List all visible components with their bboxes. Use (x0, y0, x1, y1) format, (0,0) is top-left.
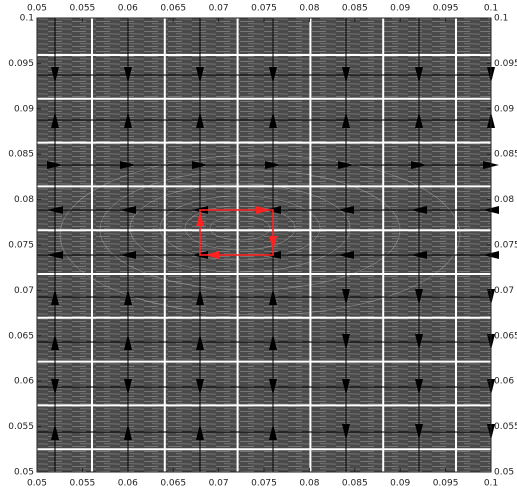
y-tick-label: 0.07 (494, 286, 514, 296)
x-tick-label: 0.055 (70, 479, 96, 489)
x-tick-label: 0.09 (390, 479, 410, 489)
y-tick-label: 0.075 (494, 241, 517, 251)
x-tick-label: 0.095 (433, 479, 459, 489)
y-tick-label: 0.065 (8, 331, 34, 341)
y-tick-label: 0.055 (8, 422, 34, 432)
x-tick-label: 0.05 (27, 479, 47, 489)
x-tick-label: 0.1 (484, 4, 498, 14)
x-tick-label: 0.06 (118, 4, 138, 14)
y-tick-label: 0.095 (8, 59, 34, 69)
chart: 0.050.050.0550.0550.060.060.0650.0650.07… (0, 0, 517, 493)
y-tick-label: 0.09 (494, 104, 514, 114)
x-tick-label: 0.06 (118, 479, 138, 489)
y-tick-label: 0.1 (494, 14, 508, 24)
x-tick-label: 0.055 (70, 4, 96, 14)
x-tick-label: 0.065 (160, 4, 186, 14)
x-tick-label: 0.07 (209, 479, 229, 489)
y-tick-label: 0.05 (14, 468, 34, 478)
y-tick-label: 0.095 (494, 59, 517, 69)
y-tick-label: 0.06 (494, 377, 514, 387)
y-tick-label: 0.09 (14, 104, 34, 114)
x-tick-label: 0.075 (251, 4, 277, 14)
x-tick-label: 0.085 (342, 479, 368, 489)
y-tick-label: 0.075 (8, 241, 34, 251)
y-tick-label: 0.06 (14, 377, 34, 387)
x-tick-label: 0.1 (484, 479, 498, 489)
y-tick-label: 0.065 (494, 331, 517, 341)
y-tick-label: 0.08 (14, 195, 34, 205)
y-tick-label: 0.07 (14, 286, 34, 296)
x-tick-label: 0.08 (299, 479, 319, 489)
y-tick-label: 0.05 (494, 468, 514, 478)
x-tick-label: 0.095 (433, 4, 459, 14)
x-tick-label: 0.08 (299, 4, 319, 14)
x-tick-label: 0.065 (160, 479, 186, 489)
y-tick-label: 0.08 (494, 195, 514, 205)
x-tick-label: 0.085 (342, 4, 368, 14)
y-tick-label: 0.085 (8, 150, 34, 160)
x-tick-label: 0.05 (27, 4, 47, 14)
y-tick-label: 0.055 (494, 422, 517, 432)
y-tick-label: 0.085 (494, 150, 517, 160)
x-tick-label: 0.075 (251, 479, 277, 489)
x-tick-label: 0.07 (209, 4, 229, 14)
y-tick-label: 0.1 (20, 14, 34, 24)
x-tick-label: 0.09 (390, 4, 410, 14)
